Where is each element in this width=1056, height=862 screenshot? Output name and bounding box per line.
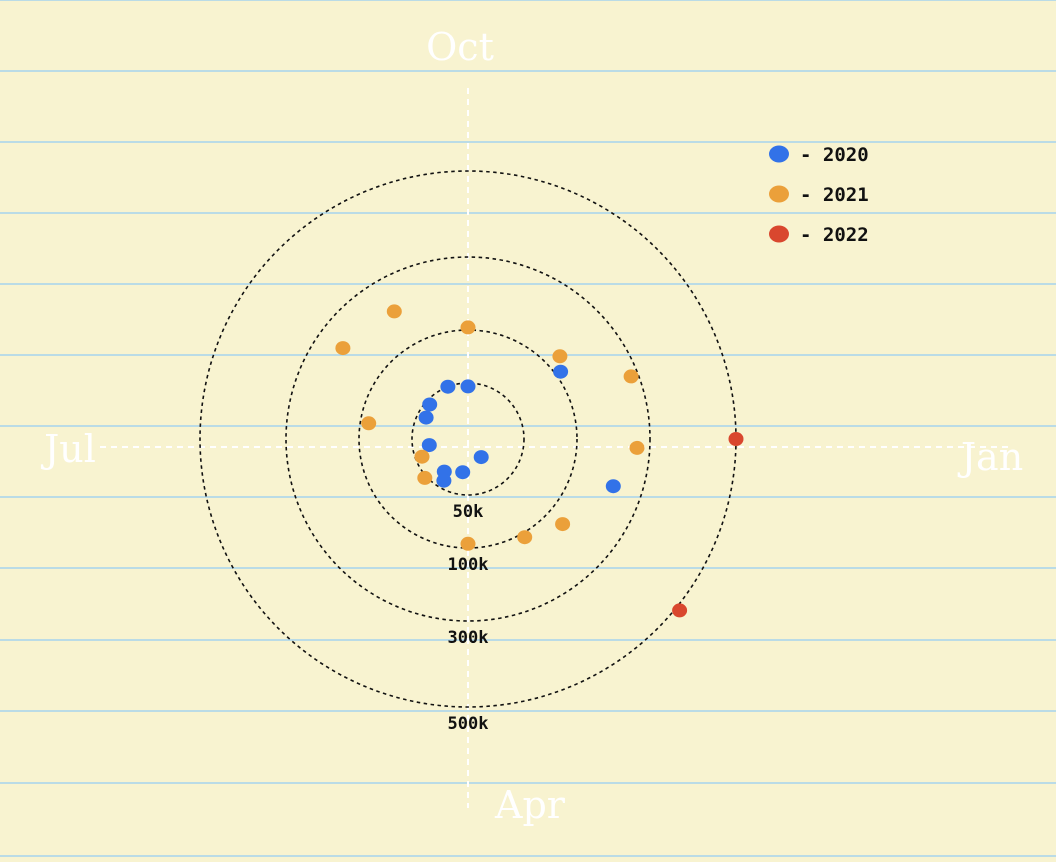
data-point	[672, 603, 688, 618]
data-point	[436, 473, 452, 488]
legend: - 2020 - 2021 - 2022	[769, 144, 869, 246]
data-point	[605, 479, 621, 494]
data-point	[414, 449, 430, 464]
radial-ring	[411, 382, 525, 496]
data-point	[629, 440, 645, 455]
legend-marker	[769, 225, 789, 243]
data-point	[460, 320, 476, 335]
data-point	[460, 536, 476, 551]
radial-tick-label: 300k	[448, 628, 489, 648]
data-points	[335, 304, 744, 618]
data-point	[460, 379, 476, 394]
radial-tick-label: 500k	[448, 714, 489, 734]
data-point	[517, 530, 533, 545]
radial-tick-label: 50k	[453, 502, 484, 522]
legend-label: - 2021	[800, 184, 869, 206]
data-point	[473, 450, 489, 465]
radial-rings	[199, 170, 737, 708]
angular-label-left: Jul	[40, 427, 96, 471]
data-point	[335, 341, 351, 356]
data-point	[422, 397, 438, 412]
data-point	[552, 349, 568, 364]
data-point	[455, 465, 471, 480]
data-point	[421, 438, 437, 453]
data-point	[555, 517, 571, 532]
data-point	[728, 432, 744, 446]
angular-label-right: Jan	[957, 435, 1023, 479]
data-point	[418, 410, 434, 425]
chart-axes	[100, 88, 1010, 808]
angular-label-bottom: Apr	[494, 783, 566, 827]
radial-ring	[199, 170, 737, 708]
data-point	[623, 369, 639, 384]
radial-ring	[285, 256, 651, 622]
data-point	[361, 416, 377, 431]
angular-label-top: Oct	[426, 25, 494, 69]
data-point	[553, 364, 569, 379]
data-point	[386, 304, 402, 319]
legend-label: - 2022	[800, 224, 869, 246]
data-point	[417, 470, 433, 485]
radial-tick-label: 100k	[448, 555, 489, 575]
legend-marker	[769, 185, 789, 203]
legend-marker	[769, 145, 789, 163]
radial-tick-labels: 50k 100k 300k 500k	[448, 502, 489, 734]
data-point	[440, 379, 456, 394]
legend-label: - 2020	[800, 144, 869, 166]
